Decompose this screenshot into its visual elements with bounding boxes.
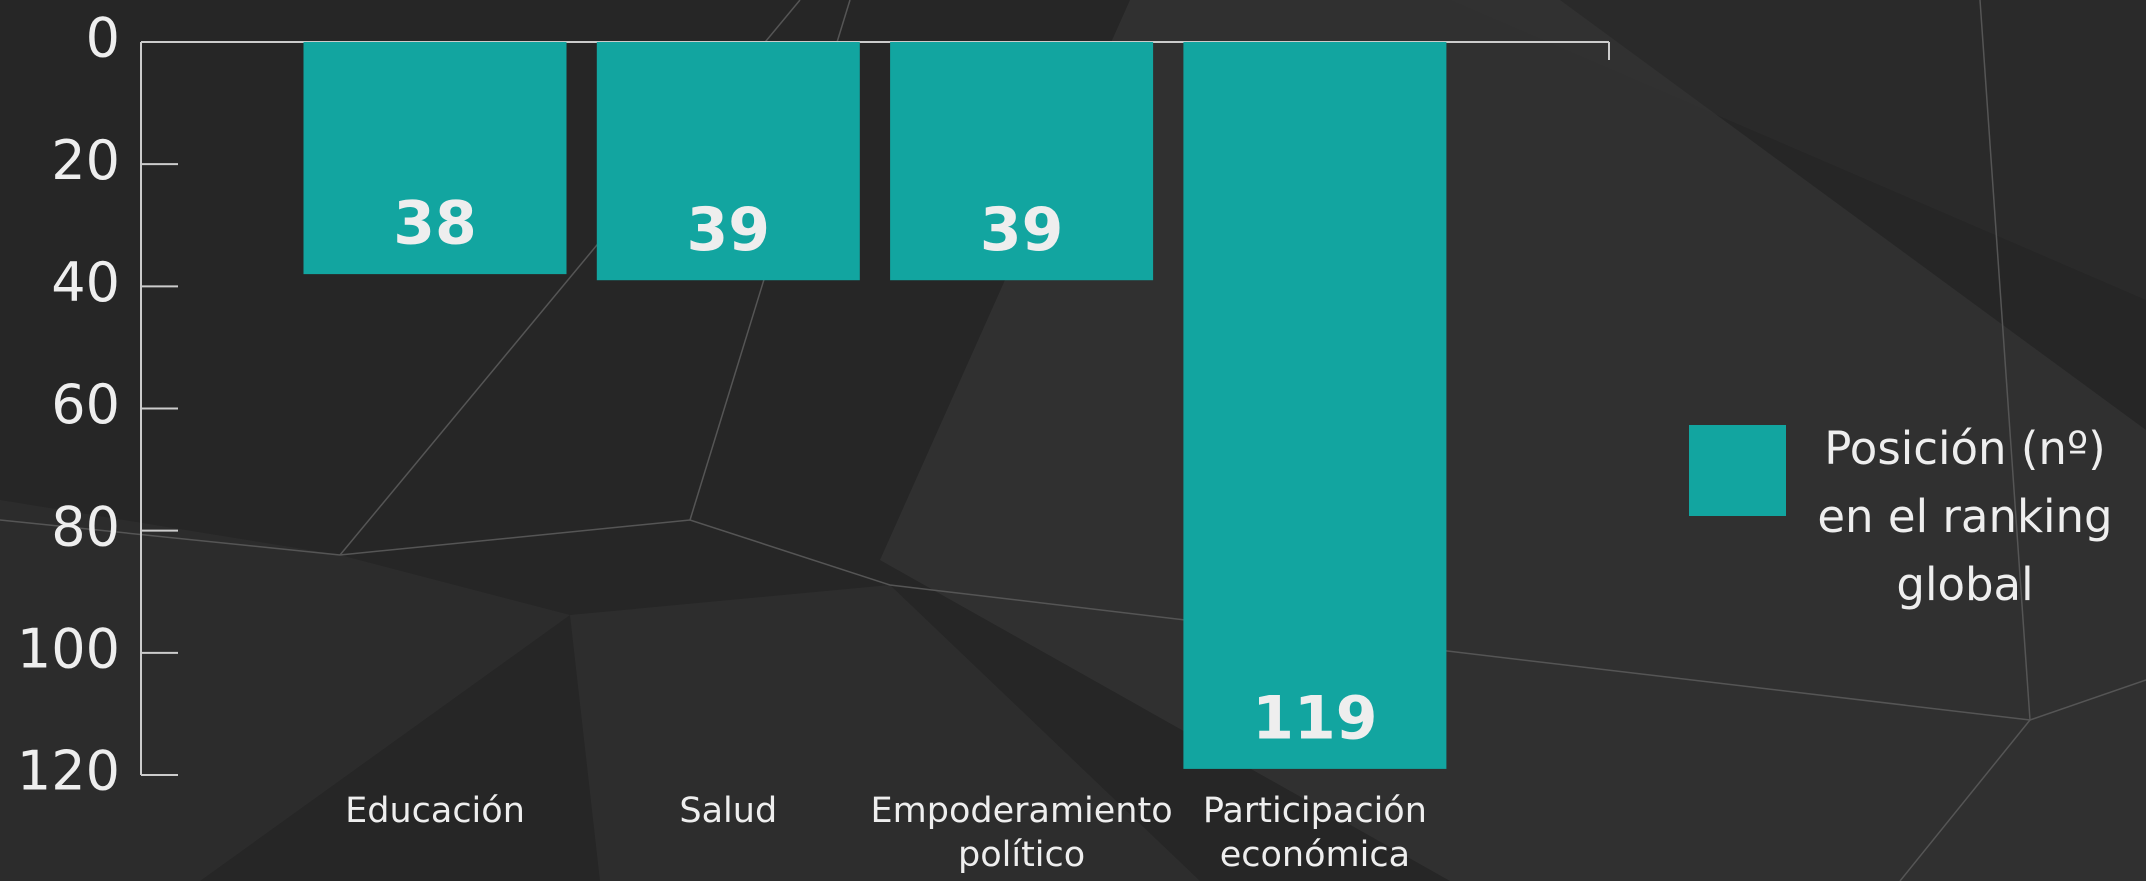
x-tick-label: Empoderamiento político — [870, 791, 1173, 875]
y-tick-label: 100 — [17, 617, 120, 680]
x-tick-label: Educación — [345, 791, 525, 831]
legend-swatch — [1689, 425, 1786, 516]
bar — [890, 42, 1154, 281]
y-tick-label: 60 — [51, 373, 120, 436]
value-label: 39 — [980, 195, 1064, 265]
y-tick-label: 20 — [51, 129, 120, 192]
y-tick-label: 0 — [86, 7, 120, 70]
x-tick-label: Participación económica — [1202, 791, 1427, 875]
y-tick-label: 80 — [51, 495, 120, 558]
bar — [1183, 42, 1447, 769]
y-tick-label: 120 — [17, 740, 120, 803]
bar — [596, 42, 860, 281]
legend-label: Posición (nº) en el ranking global — [1817, 422, 2113, 611]
bar — [303, 42, 567, 275]
value-label: 39 — [687, 195, 771, 265]
value-label: 38 — [393, 189, 477, 259]
y-tick-label: 40 — [51, 251, 120, 314]
value-label: 119 — [1252, 683, 1377, 753]
x-tick-label: Salud — [679, 791, 778, 831]
